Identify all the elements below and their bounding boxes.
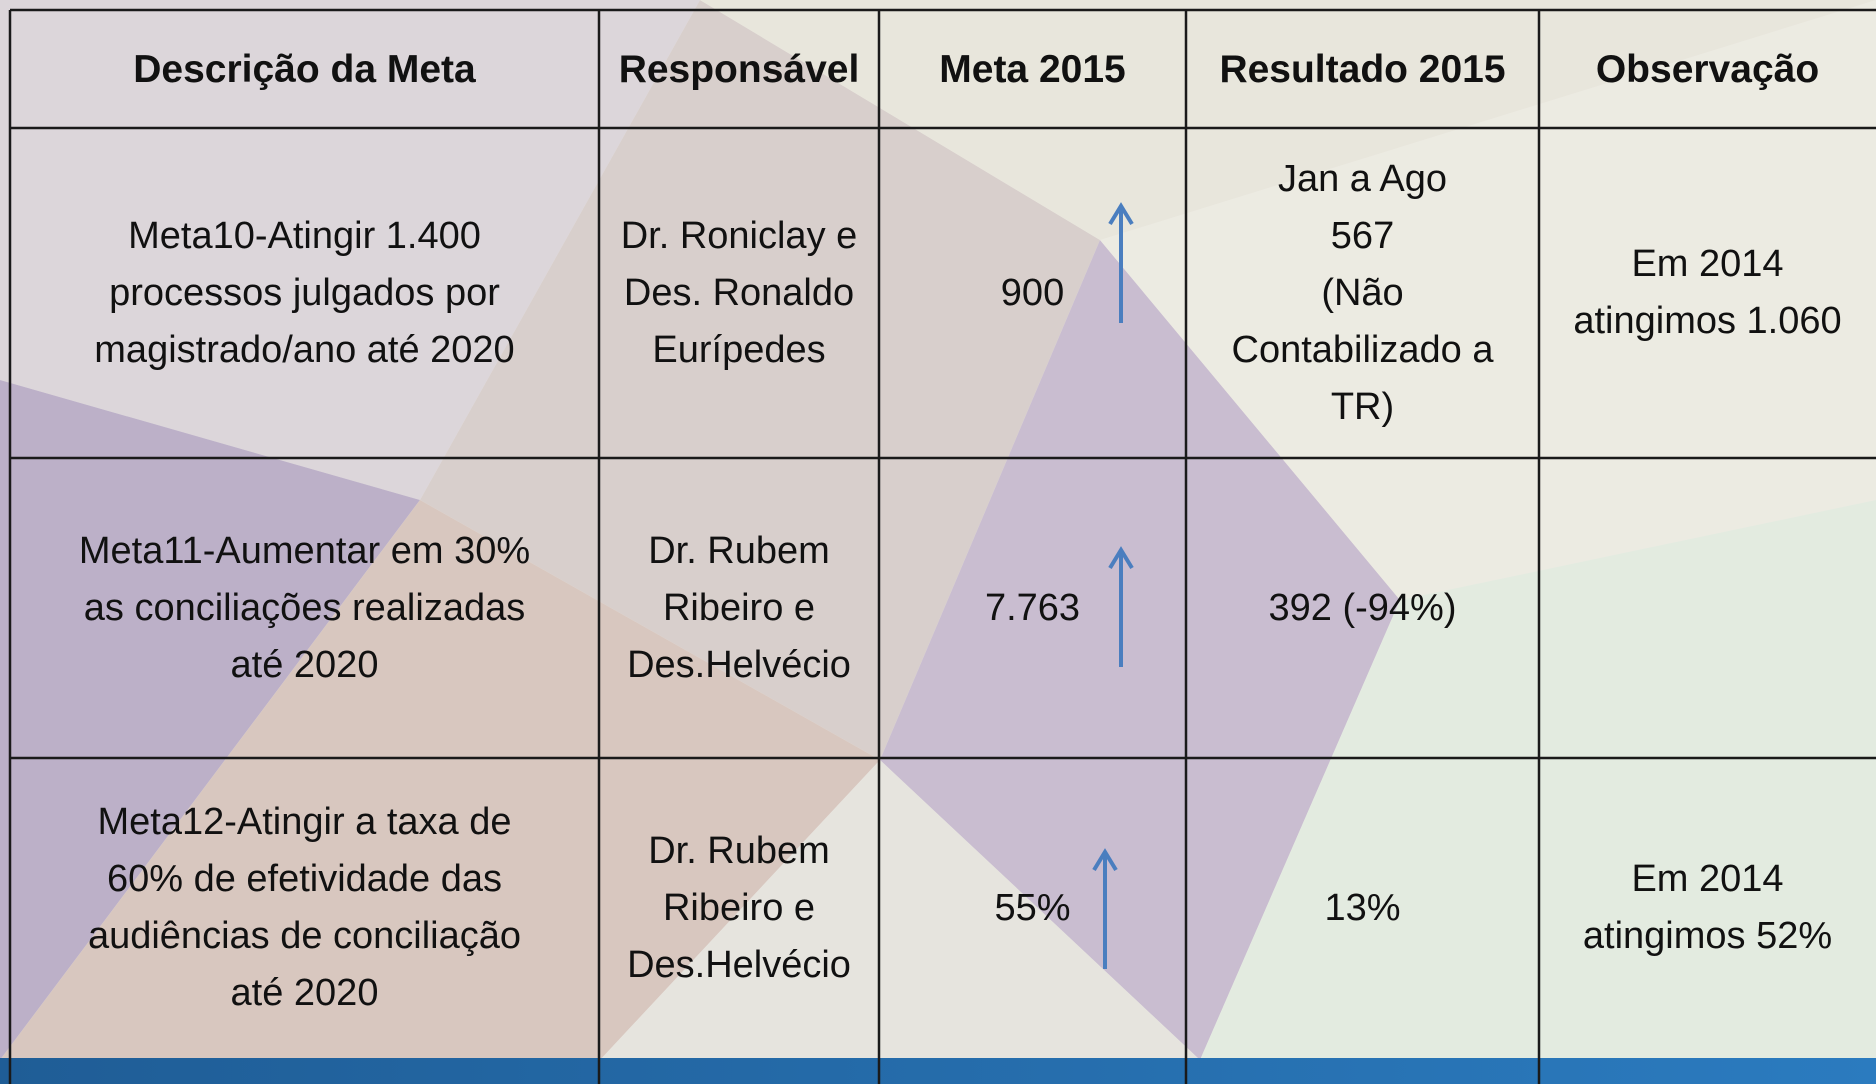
cell-text: atingimos 1.060 — [1573, 300, 1842, 342]
header-text: Meta 2015 — [939, 47, 1126, 91]
cell-text: Contabilizado a — [1231, 328, 1494, 371]
cell-text: Em 2014 — [1631, 858, 1784, 900]
cell-text: atingimos 52% — [1582, 915, 1833, 957]
cell-text: TR) — [1330, 385, 1395, 428]
table-cell: 900 — [879, 128, 1186, 458]
cell-text: Em 2014 — [1631, 243, 1784, 285]
cell-text: 60% de efetividade das — [106, 858, 503, 900]
cell-text: Meta10-Atingir 1.400 — [128, 214, 481, 257]
header-cell: Responsável — [599, 10, 879, 128]
cell-text: as conciliações realizadas — [83, 586, 526, 629]
bg-shape — [0, 500, 880, 1060]
cell-text: Dr. Rubem — [648, 529, 830, 572]
bg-shape — [0, 380, 420, 1060]
bg-shape — [0, 0, 700, 500]
cell-text: 7.763 — [984, 586, 1081, 629]
cell-text: Des. Ronaldo — [623, 271, 855, 314]
bg-shape — [600, 760, 1200, 1060]
bg-shape — [880, 240, 1400, 1060]
table-cell: 7.763 — [879, 458, 1186, 758]
cell-text: (Não — [1321, 271, 1404, 314]
table-grid — [8, 8, 1876, 1084]
arrows — [1092, 202, 1134, 969]
table-cell: Meta10-Atingir 1.400 processos julgados p… — [10, 128, 599, 458]
cell-text: Jan a Ago — [1277, 157, 1448, 200]
bg-shape — [700, 0, 1876, 240]
cell-text: Dr. Rubem — [648, 829, 830, 872]
header-cell: Resultado 2015 — [1186, 10, 1539, 128]
table-cell: 55% — [879, 758, 1186, 1058]
table-cell: Meta11-Aumentar em 30% as conciliações re… — [10, 458, 599, 758]
table-cell: Em 2014 atingimos 1.060 — [1539, 128, 1876, 458]
footer-band — [0, 1058, 1876, 1084]
cell-text: Des.Helvécio — [627, 643, 851, 686]
cell-text: 900 — [1000, 271, 1065, 314]
cell-text: Meta12-Atingir a taxa de — [97, 801, 512, 843]
cell-text: Ribeiro e — [662, 586, 816, 629]
cell-text: Dr. Roniclay e — [620, 214, 858, 257]
cell-text: 567 — [1330, 214, 1395, 257]
table-cell: Dr. Rubem Ribeiro e Des.Helvécio — [599, 458, 879, 758]
cell-text: 13% — [1324, 886, 1401, 929]
bg-shape — [420, 0, 1100, 760]
header-cell: Descrição da Meta — [10, 10, 599, 128]
cell-text: até 2020 — [230, 972, 379, 1014]
table-cell: 13% — [1186, 758, 1539, 1058]
cell-text: 55% — [994, 886, 1071, 929]
table-cell: Meta12-Atingir a taxa de 60% de efetivida… — [10, 758, 599, 1058]
table-cell: Dr. Roniclay e Des. Ronaldo Eurípedes — [599, 128, 879, 458]
header-cell: Observação — [1539, 10, 1876, 128]
up-arrow — [1108, 202, 1134, 323]
header-text: Descrição da Meta — [133, 47, 476, 91]
table-cell: 392 (-94%) — [1186, 458, 1539, 758]
cell-text: Meta11-Aumentar em 30% — [78, 529, 531, 572]
header-text: Resultado 2015 — [1219, 47, 1506, 91]
cell-text: audiências de conciliação — [87, 915, 522, 957]
bg-shape — [1100, 0, 1876, 600]
cell-text: Ribeiro e — [662, 886, 816, 929]
table-cell: Jan a Ago 567 (Não Contabilizado a TR) — [1186, 128, 1539, 458]
up-arrow — [1108, 546, 1134, 667]
cell-text: processos julgados por — [109, 271, 500, 314]
cell-text: até 2020 — [230, 643, 379, 686]
up-arrow — [1092, 848, 1118, 969]
cell-text: Des.Helvécio — [627, 943, 851, 986]
header-text: Observação — [1595, 47, 1820, 91]
header-text: Responsável — [618, 47, 860, 91]
table-cell — [1539, 458, 1876, 758]
table-cell: Dr. Rubem Ribeiro e Des.Helvécio — [599, 758, 879, 1058]
cell-text: 392 (-94%) — [1268, 586, 1457, 629]
header-cell: Meta 2015 — [879, 10, 1186, 128]
cell-text: magistrado/ano até 2020 — [94, 328, 515, 371]
table-cell: Em 2014 atingimos 52% — [1539, 758, 1876, 1058]
cell-text: Eurípedes — [652, 328, 826, 371]
